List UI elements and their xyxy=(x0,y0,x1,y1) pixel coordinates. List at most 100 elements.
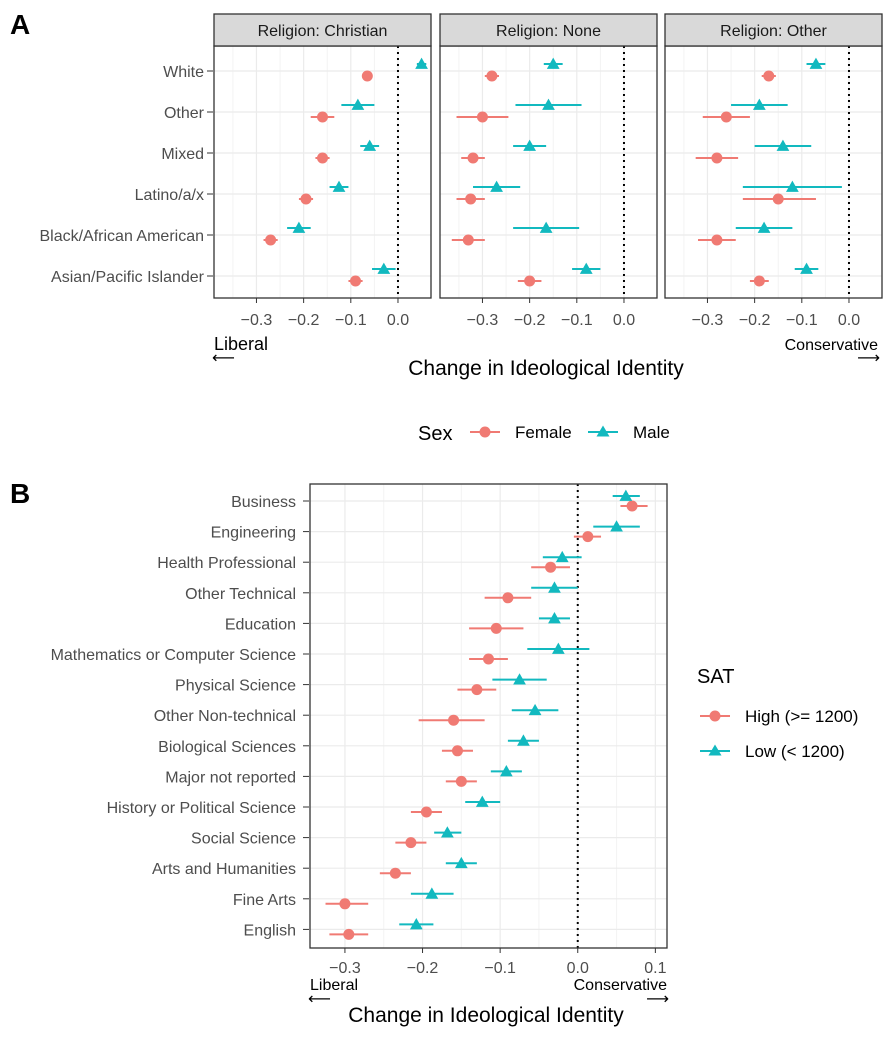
legend-high-circle-icon xyxy=(709,710,721,722)
panel-b-right-arrow: ⟶ xyxy=(646,991,669,1008)
panel-b-border xyxy=(309,483,668,949)
panel-b-high-sat-point xyxy=(405,837,417,849)
panel-b-low-sat-point xyxy=(619,489,633,501)
panel-a-x-tick-label: −0.2 xyxy=(514,312,546,329)
panel-b-plot xyxy=(309,483,668,949)
panel-a-female-point xyxy=(711,152,723,164)
legend-female-circle-icon xyxy=(479,426,491,438)
panel-b-low-sat-point xyxy=(551,642,565,654)
panel-b-high-sat-point xyxy=(389,867,401,879)
panel-a-x-axis-title: Change in Ideological Identity xyxy=(408,357,684,380)
panel-b-x-tick-label: −0.2 xyxy=(407,960,439,977)
panel-a-category-label: Other xyxy=(164,105,205,122)
panel-b-high-sat-point xyxy=(451,745,463,757)
panel-a-female-point xyxy=(486,70,498,82)
panel-a-x-tick-label: −0.1 xyxy=(335,312,367,329)
panel-b-category-label: Social Science xyxy=(191,831,296,848)
panel-b-left-arrow: ⟵ xyxy=(308,991,331,1008)
panel-b-category-label: Health Professional xyxy=(157,555,296,572)
panel-a-category-label: White xyxy=(163,64,204,81)
panel-a-facet: Religion: Other −0.3 −0.2 −0.1 0.0 xyxy=(664,13,883,329)
panel-a-facet-strip xyxy=(439,13,658,47)
panel-a-category-label: Black/African American xyxy=(39,228,204,245)
panel-a-label: A xyxy=(10,9,30,40)
legend-male-triangle-icon xyxy=(596,425,610,437)
panel-b-category-label: Mathematics or Computer Science xyxy=(51,647,297,664)
panel-b-category-label: Business xyxy=(231,494,296,511)
panel-a-female-point xyxy=(361,70,373,82)
panel-b-high-sat-point xyxy=(545,561,557,573)
panel-a-x-tick-label: 0.0 xyxy=(838,312,860,329)
panel-b-high-sat-point xyxy=(490,622,502,634)
panel-b-category-label: Engineering xyxy=(211,525,296,542)
panel-b-high-sat-point xyxy=(343,928,355,940)
panel-b-conservative-label: Conservative xyxy=(574,977,667,994)
panel-a-female-point xyxy=(467,152,479,164)
panel-b-low-sat-point xyxy=(528,703,542,716)
panel-a-facet: Religion: Christian −0.3 −0.2 −0.1 0.0 xyxy=(213,13,432,329)
panel-a-female-point xyxy=(465,193,477,205)
panel-b-low-sat-point xyxy=(610,520,623,532)
panel-b-x-tick-label: 0.1 xyxy=(644,960,666,977)
panel-b-category-label: Fine Arts xyxy=(233,892,296,909)
legend-low-triangle-icon xyxy=(708,744,722,756)
panel-a-facet-background xyxy=(214,46,431,298)
panel-a-male-point xyxy=(542,98,555,110)
panel-a-facet-background xyxy=(440,46,657,298)
panel-b-high-sat-point xyxy=(471,684,483,696)
panel-b-low-sat-point xyxy=(440,826,454,838)
panel-a-male-point xyxy=(490,180,503,192)
panel-a-legend-title: Sex xyxy=(418,423,452,445)
panel-a-x-tick-label: 0.0 xyxy=(613,312,635,329)
panel-a-male-point xyxy=(292,221,306,233)
panel-b-high-sat-point xyxy=(626,500,638,512)
panel-a-male-point xyxy=(332,180,346,192)
panel-a-facet-background xyxy=(665,46,882,298)
panel-b-low-sat-point xyxy=(548,612,561,624)
panel-b-legend: SAT High (>= 1200) Low (< 1200) xyxy=(697,666,858,761)
panel-a-male-point xyxy=(800,262,813,274)
panel-a-facet-strip xyxy=(213,13,432,47)
panel-a-x-tick-label: −0.2 xyxy=(739,312,771,329)
panel-a-male-point xyxy=(785,180,799,192)
panel-a-male-point xyxy=(757,221,771,233)
panel-a-female-point xyxy=(476,111,488,123)
panel-a-male-point xyxy=(752,98,766,110)
panel-a-conservative-label: Conservative xyxy=(785,337,878,354)
panel-b-category-label: Physical Science xyxy=(175,678,296,695)
panel-a-female-point xyxy=(350,275,362,287)
panel-a-legend-female: Female xyxy=(515,423,572,442)
panel-a-legend-male: Male xyxy=(633,423,670,442)
panel-a-male-point xyxy=(363,139,377,151)
panel-a-x-tick-label: −0.2 xyxy=(288,312,320,329)
panel-a-legend: Sex Female Male xyxy=(418,423,670,445)
panel-b-category-label: Arts and Humanities xyxy=(152,861,296,878)
panel-a-female-point xyxy=(317,152,328,164)
panel-a-facet-title: Religion: Other xyxy=(720,23,827,40)
panel-b-category-label: English xyxy=(244,922,296,939)
panel-a-male-point xyxy=(415,57,428,69)
panel-b-liberal-label: Liberal xyxy=(310,977,358,994)
panel-b-background xyxy=(310,484,667,948)
panel-a-x-tick-label: −0.1 xyxy=(786,312,818,329)
panel-b-low-sat-point xyxy=(425,887,439,899)
panel-b-low-sat-point xyxy=(517,734,530,746)
panel-a-female-point xyxy=(300,193,312,205)
panel-b-high-sat-point xyxy=(483,653,494,665)
panel-a-female-point xyxy=(772,193,784,205)
panel-b-legend-title: SAT xyxy=(697,666,734,688)
panel-b-legend-low: Low (< 1200) xyxy=(745,742,845,761)
panel-a-male-point xyxy=(776,139,790,151)
panel-b-high-sat-point xyxy=(339,898,351,910)
panel-b-high-sat-point xyxy=(448,714,460,726)
panel-a-x-tick-label: 0.0 xyxy=(387,312,409,329)
panel-b-low-sat-point xyxy=(475,795,489,807)
panel-a-x-tick-label: −0.3 xyxy=(241,312,273,329)
panel-a-category-label: Asian/Pacific Islander xyxy=(51,269,205,286)
panel-a-x-tick-label: −0.3 xyxy=(467,312,499,329)
panel-a-category-label: Latino/a/x xyxy=(135,187,204,204)
panel-b-legend-high: High (>= 1200) xyxy=(745,707,858,726)
panel-b-x-tick-label: −0.1 xyxy=(484,960,516,977)
panel-a-female-point xyxy=(265,234,277,246)
